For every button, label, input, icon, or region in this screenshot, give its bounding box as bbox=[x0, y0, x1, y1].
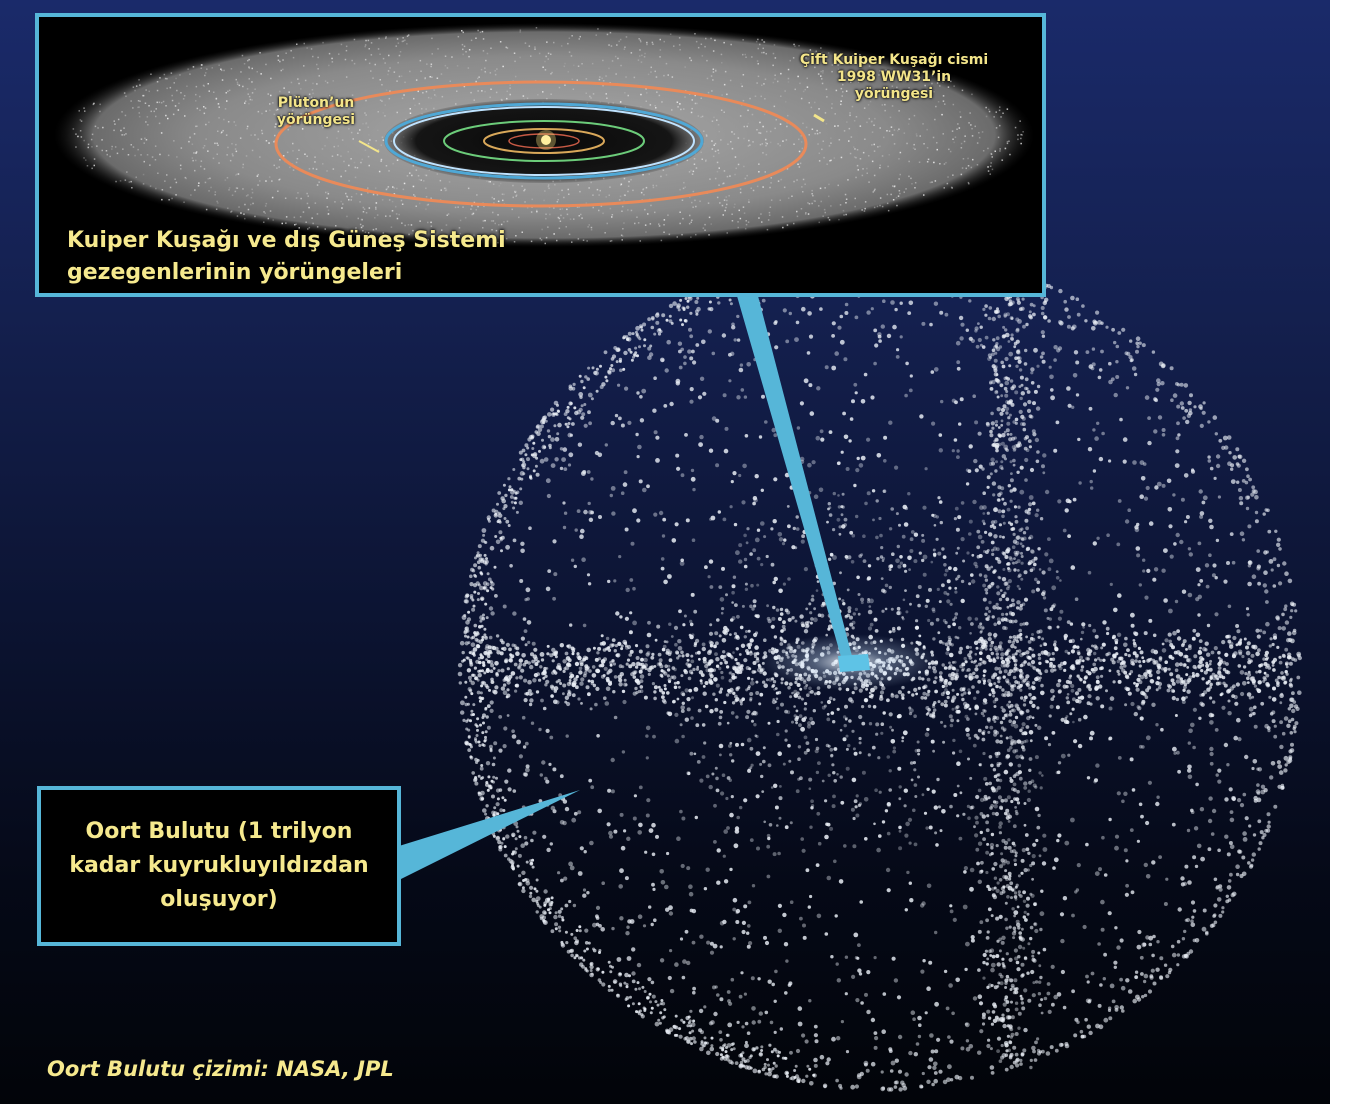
ww31-orbit-label: Çift Kuiper Kuşağı cismi 1998 WW31’in yö… bbox=[799, 52, 989, 102]
pluto-orbit bbox=[274, 80, 808, 208]
neptune-orbit bbox=[393, 106, 695, 176]
oort-cloud-label: Oort Bulutu (1 trilyon kadar kuyrukluyıl… bbox=[69, 819, 369, 912]
comet-dots bbox=[457, 248, 1303, 1092]
jupiter-orbit bbox=[508, 133, 580, 149]
page-margin bbox=[1330, 0, 1347, 1104]
image-credit: Oort Bulutu çizimi: NASA, JPL bbox=[47, 1057, 394, 1081]
kuiper-belt-inset: Plüton’un yörüngesi Çift Kuiper Kuşağı c… bbox=[35, 13, 1046, 297]
kuiper-inset-title: Kuiper Kuşağı ve dış Güneş Sistemi gezeg… bbox=[67, 228, 506, 285]
ww31-orbit bbox=[384, 102, 704, 180]
sun-marker bbox=[838, 654, 870, 672]
pluto-orbit-label: Plüton’un yörüngesi bbox=[276, 95, 356, 128]
belt-speckle bbox=[72, 27, 1024, 245]
sun-glow bbox=[536, 130, 556, 150]
uranus-orbit bbox=[443, 120, 645, 162]
pluto-leader bbox=[358, 140, 380, 153]
saturn-orbit bbox=[483, 128, 605, 154]
ww31-leader bbox=[813, 113, 825, 123]
sun-icon bbox=[541, 135, 551, 145]
kuiper-belt-diagram bbox=[39, 17, 1042, 293]
kuiper-pointer bbox=[737, 296, 853, 660]
oort-cloud-callout: Oort Bulutu (1 trilyon kadar kuyrukluyıl… bbox=[37, 786, 401, 946]
oort-pointer bbox=[399, 790, 580, 880]
